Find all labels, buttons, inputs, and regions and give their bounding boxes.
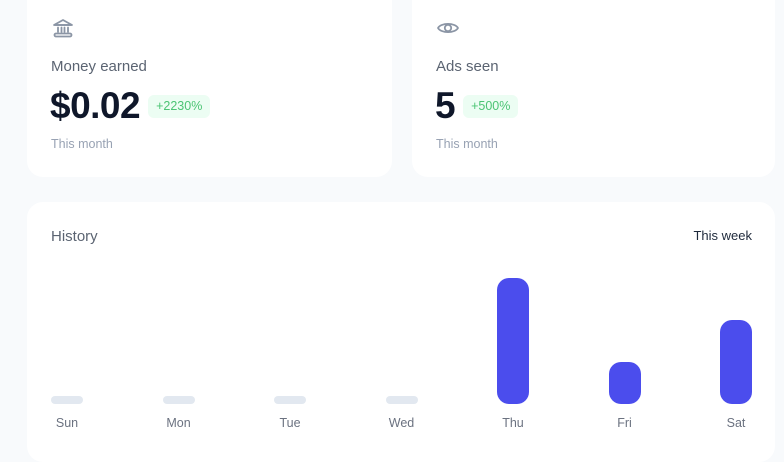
- stat-row: $0.02 +2230%: [50, 84, 211, 128]
- money-earned-value: $0.02: [50, 85, 141, 126]
- ads-seen-value: 5: [435, 85, 456, 126]
- change-badge: +500%: [463, 94, 519, 118]
- bar-column-wed: Wed: [385, 262, 418, 434]
- stat-row: 5 +500%: [435, 84, 519, 128]
- day-label: Wed: [388, 416, 415, 430]
- day-label: Fri: [617, 416, 632, 430]
- bar-fri[interactable]: [608, 362, 641, 404]
- bar-tue[interactable]: [274, 396, 306, 404]
- day-label: Thu: [502, 416, 524, 430]
- stat-period: This month: [436, 137, 498, 151]
- change-badge: +2230%: [148, 94, 211, 118]
- bar-thu[interactable]: [497, 278, 529, 404]
- stat-period: This month: [51, 137, 113, 151]
- history-card: History This week Sun Mon Tue Wed Thu Fri Sat: [27, 202, 775, 462]
- day-label: Sat: [726, 416, 746, 430]
- stat-label: Money earned: [51, 58, 147, 75]
- bar-column-mon: Mon: [162, 262, 195, 434]
- bar-wed[interactable]: [385, 396, 418, 404]
- ads-seen-card: Ads seen 5 +500% This month: [412, 0, 775, 177]
- bar-sun[interactable]: [51, 396, 83, 404]
- bar-column-sun: Sun: [51, 262, 83, 434]
- day-label: Mon: [166, 416, 191, 430]
- day-label: Tue: [279, 416, 301, 430]
- eye-icon: [436, 16, 460, 40]
- bank-icon: [51, 16, 75, 40]
- bar-mon[interactable]: [162, 396, 195, 404]
- money-earned-card: Money earned $0.02 +2230% This month: [27, 0, 392, 177]
- range-selector[interactable]: This week: [693, 228, 752, 243]
- history-bar-chart: Sun Mon Tue Wed Thu Fri Sat: [51, 262, 752, 434]
- bar-column-sat: Sat: [720, 262, 752, 434]
- day-label: Sun: [55, 416, 79, 430]
- bar-column-tue: Tue: [274, 262, 306, 434]
- bar-column-thu: Thu: [497, 262, 529, 434]
- bar-column-fri: Fri: [608, 262, 641, 434]
- bar-sat[interactable]: [720, 320, 752, 404]
- stat-label: Ads seen: [436, 58, 499, 75]
- history-title: History: [51, 228, 98, 245]
